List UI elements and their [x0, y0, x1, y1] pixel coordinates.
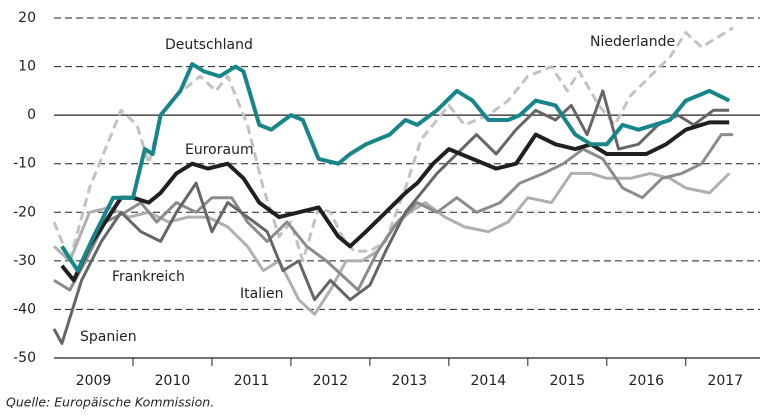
y-tick-label: 0: [27, 107, 36, 123]
x-tick-label: 2014: [471, 373, 507, 389]
y-tick-label: 10: [18, 59, 36, 75]
series-label: Euroraum: [185, 142, 254, 158]
series-label: Italien: [240, 286, 283, 302]
x-tick-label: 2013: [392, 373, 428, 389]
y-tick-label: -20: [13, 204, 36, 220]
y-tick-label: -50: [13, 350, 36, 366]
x-tick-label: 2010: [155, 373, 191, 389]
x-tick-label: 2015: [549, 373, 585, 389]
series-line: [60, 62, 731, 273]
y-tick-label: -40: [13, 301, 36, 317]
series-line: [52, 171, 731, 316]
x-tick-label: 2009: [76, 373, 112, 389]
series-line: [53, 133, 734, 292]
series-label: Niederlande: [590, 34, 675, 50]
series-label: Frankreich: [112, 269, 185, 285]
x-tick-label: 2011: [234, 373, 270, 389]
x-tick-label: 2017: [707, 373, 743, 389]
source: Quelle: Europäische Kommission.: [6, 395, 214, 410]
series-label: Spanien: [80, 329, 137, 345]
y-tick-label: 20: [18, 10, 36, 26]
y-tick-label: -30: [13, 253, 36, 269]
x-tick-label: 2012: [313, 373, 349, 389]
series-line: [52, 89, 730, 345]
series-line: [52, 26, 734, 263]
x-tick-label: 2016: [628, 373, 664, 389]
series-label: Deutschland: [165, 37, 253, 53]
y-tick-label: -10: [13, 156, 36, 172]
series-line: [60, 120, 730, 283]
